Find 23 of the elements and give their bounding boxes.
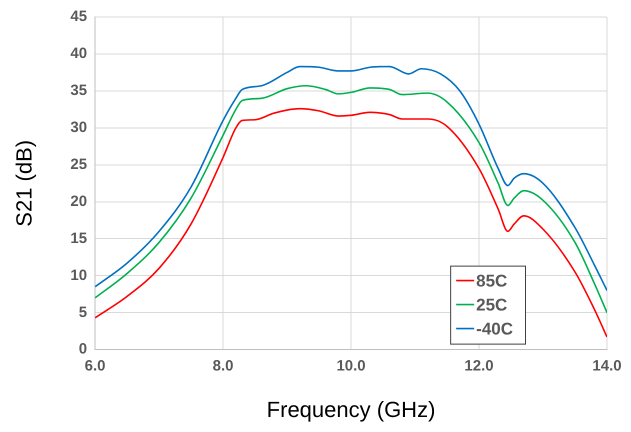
y-tick-label: 40 <box>70 45 88 62</box>
y-tick-label: 15 <box>70 230 88 247</box>
y-axis-title: S21 (dB) <box>11 140 36 227</box>
legend-label: -40C <box>476 319 514 338</box>
y-tick-label: 5 <box>78 304 88 321</box>
y-tick-label: 35 <box>70 82 88 100</box>
x-tick-label: 12.0 <box>464 358 494 375</box>
y-tick-label: 25 <box>70 156 88 173</box>
line-series <box>95 108 607 338</box>
y-tick-label: 45 <box>70 8 88 26</box>
line-series <box>95 66 607 292</box>
x-axis-title: Frequency (GHz) <box>266 396 436 422</box>
x-tick-label: 8.0 <box>212 358 234 375</box>
line-series <box>95 84 607 314</box>
x-tick-label: 6.0 <box>84 358 106 375</box>
y-tick-label: 0 <box>78 340 88 358</box>
legend-label: 85C <box>476 271 508 290</box>
y-tick-label: 10 <box>70 266 88 284</box>
x-tick-label: 14.0 <box>592 358 622 375</box>
legend-label: 25C <box>476 295 508 314</box>
x-tick-label: 10.0 <box>336 358 366 375</box>
y-tick-label: 20 <box>70 192 88 210</box>
y-tick-label: 30 <box>70 119 88 136</box>
